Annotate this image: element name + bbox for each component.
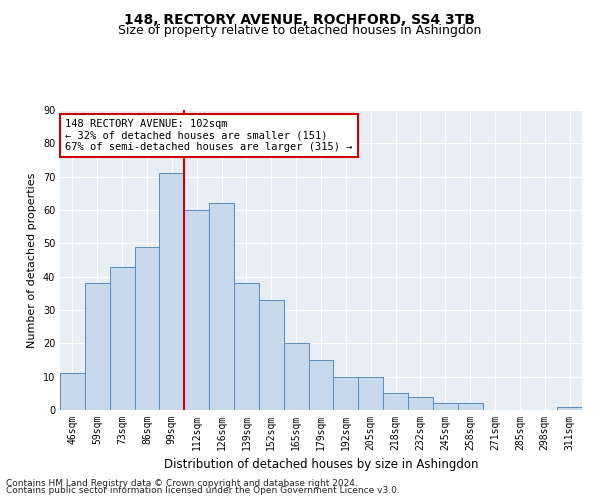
Bar xyxy=(209,204,234,410)
X-axis label: Distribution of detached houses by size in Ashingdon: Distribution of detached houses by size … xyxy=(164,458,478,471)
Text: 148 RECTORY AVENUE: 102sqm
← 32% of detached houses are smaller (151)
67% of sem: 148 RECTORY AVENUE: 102sqm ← 32% of deta… xyxy=(65,119,353,152)
Bar xyxy=(60,374,85,410)
Bar xyxy=(284,344,308,410)
Bar xyxy=(408,396,433,410)
Bar xyxy=(85,284,110,410)
Bar xyxy=(358,376,383,410)
Bar xyxy=(234,284,259,410)
Bar xyxy=(259,300,284,410)
Bar xyxy=(557,406,582,410)
Text: 148, RECTORY AVENUE, ROCHFORD, SS4 3TB: 148, RECTORY AVENUE, ROCHFORD, SS4 3TB xyxy=(125,12,476,26)
Bar xyxy=(160,174,184,410)
Bar xyxy=(308,360,334,410)
Text: Contains public sector information licensed under the Open Government Licence v3: Contains public sector information licen… xyxy=(6,486,400,495)
Bar xyxy=(134,246,160,410)
Text: Contains HM Land Registry data © Crown copyright and database right 2024.: Contains HM Land Registry data © Crown c… xyxy=(6,478,358,488)
Bar xyxy=(110,266,134,410)
Bar xyxy=(458,404,482,410)
Bar xyxy=(433,404,458,410)
Bar xyxy=(383,394,408,410)
Text: Size of property relative to detached houses in Ashingdon: Size of property relative to detached ho… xyxy=(118,24,482,37)
Bar xyxy=(334,376,358,410)
Bar xyxy=(184,210,209,410)
Y-axis label: Number of detached properties: Number of detached properties xyxy=(27,172,37,348)
